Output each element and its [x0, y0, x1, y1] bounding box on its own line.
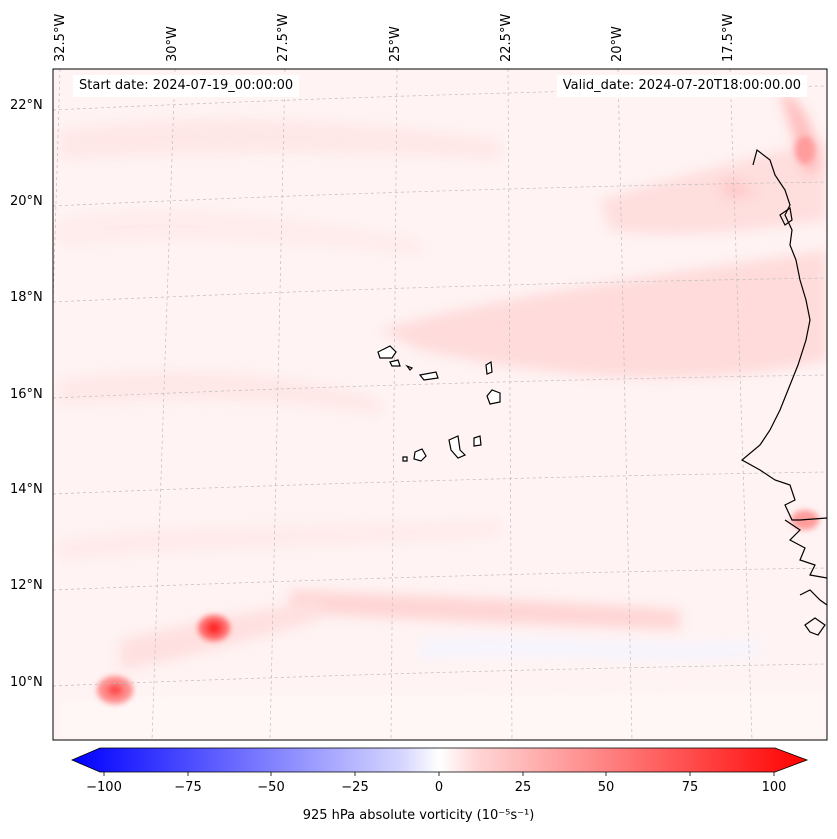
cape-verde-islands [377, 345, 501, 462]
colorbar [70, 747, 809, 776]
lat-label: 16°N [10, 387, 43, 402]
colorbar-tick: 100 [761, 780, 787, 795]
lon-label: 32.5°W [53, 13, 68, 62]
colorbar-tick: −75 [174, 780, 202, 795]
lat-label: 20°N [10, 194, 43, 209]
lon-label: 30°W [165, 26, 180, 62]
colorbar-tick: 50 [597, 780, 615, 795]
colorbar-label: 925 hPa absolute vorticity (10⁻⁵s⁻¹) [302, 808, 535, 823]
lat-label: 12°N [10, 578, 43, 593]
gridlines [53, 69, 827, 740]
lat-label: 22°N [10, 98, 43, 113]
lon-label: 22.5°W [499, 13, 514, 62]
lon-label: 20°W [610, 26, 625, 62]
lat-label: 14°N [10, 482, 43, 497]
colorbar-tick: −25 [341, 780, 369, 795]
colorbar-tick: −50 [257, 780, 285, 795]
lon-label: 17.5°W [721, 13, 736, 62]
map-frame [52, 68, 828, 741]
lat-label: 18°N [10, 290, 43, 305]
lon-label: 25°W [388, 26, 403, 62]
colorbar-tick: 25 [514, 780, 532, 795]
colorbar-tick: −100 [86, 780, 122, 795]
colorbar-tick: 75 [681, 780, 699, 795]
coastline [740, 148, 827, 636]
colorbar-tick: 0 [434, 780, 444, 795]
vorticity-field [53, 69, 827, 740]
valid-date: Valid_date: 2024-07-20T18:00:00.00 [556, 75, 807, 97]
start-date: Start date: 2024-07-19_00:00:00 [73, 75, 300, 97]
lat-label: 10°N [10, 675, 43, 690]
lon-label: 27.5°W [276, 13, 291, 62]
